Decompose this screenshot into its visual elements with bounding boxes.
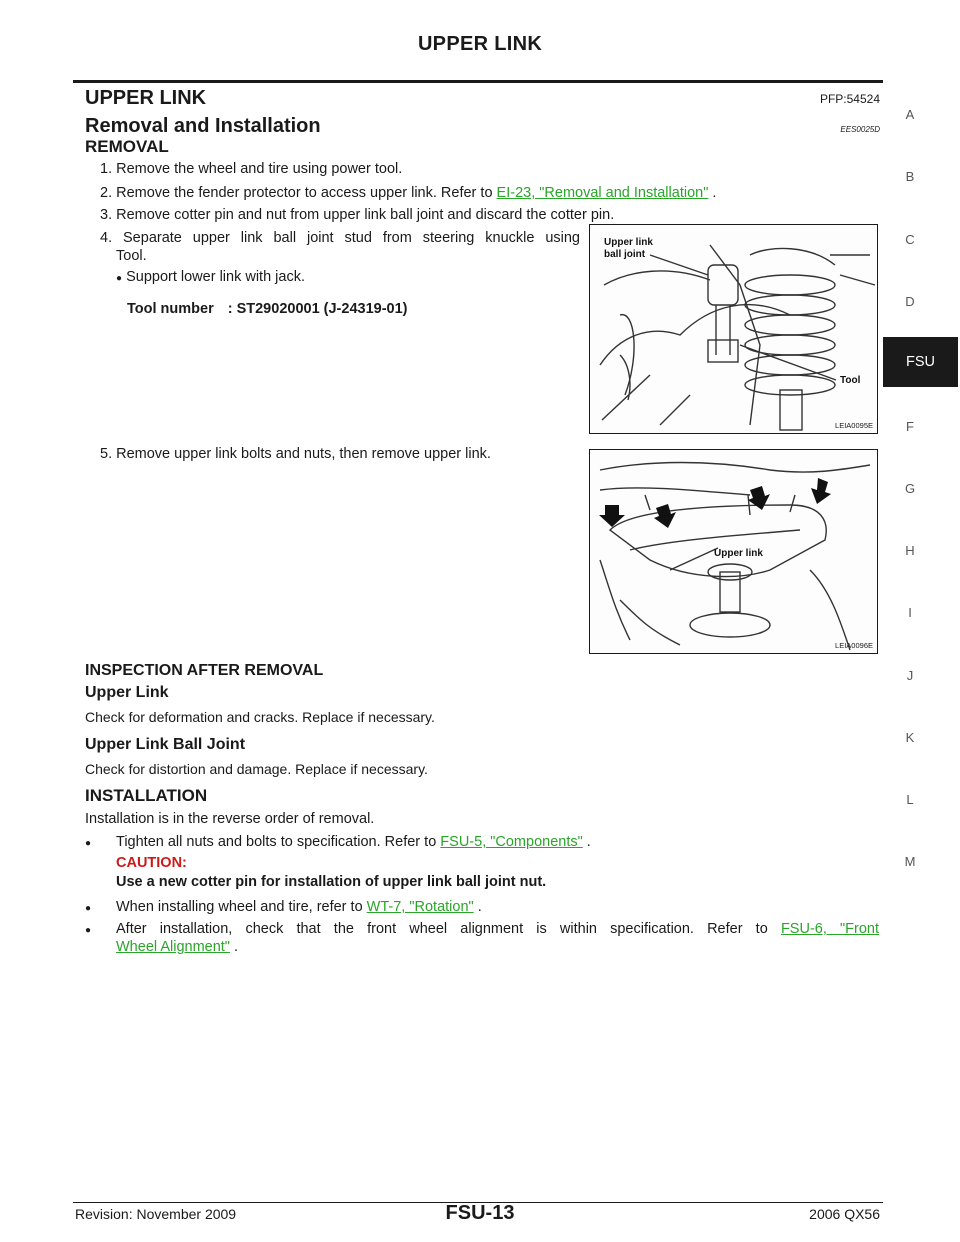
side-index-FSU-active[interactable]: FSU [883, 337, 958, 387]
removal-step-4-bullet: ● Support lower link with jack. [116, 268, 305, 288]
tool-spec-label: Tool number [127, 301, 214, 317]
arrow-icon-4 [811, 478, 831, 504]
side-index-A[interactable]: A [905, 107, 915, 122]
footer-revision: Revision: November 2009 [75, 1206, 237, 1222]
installation-bullet-2: ● [85, 898, 91, 918]
installation-bullet-3-line-2: Wheel Alignment" . [116, 938, 238, 956]
side-index-J[interactable]: J [906, 668, 914, 683]
side-index-I[interactable]: I [908, 605, 912, 620]
ei-23-link[interactable]: EI-23, "Removal and Installation" [496, 185, 709, 201]
side-index-G[interactable]: G [904, 481, 916, 496]
upper-link-heading: Upper Link [85, 684, 169, 701]
footer-rule [73, 1202, 883, 1203]
tool-spec-value: : ST29020001 (J-24319-01) [227, 301, 408, 317]
installation-b1-text: Tighten all nuts and bolts to specificat… [116, 834, 437, 850]
side-index-H[interactable]: H [905, 543, 915, 558]
figure-upper-link-illustration: Upper link [599, 461, 871, 651]
figure-2-code: LEIA0096E [835, 641, 873, 650]
removal-step-2-end: . [712, 185, 717, 201]
bullet-icon: ● [85, 903, 92, 914]
side-index-K[interactable]: K [905, 730, 915, 745]
footer-page-number: FSU-13 [445, 1202, 515, 1224]
removal-step-2: 2. Remove the fender protector to access… [100, 184, 716, 202]
wt-7-link[interactable]: WT-7, "Rotation" [366, 899, 474, 915]
bullet-icon: ● [116, 273, 123, 284]
figure-ball-joint-tool-illustration: Upper link ball joint Tool [599, 237, 876, 431]
figure-ball-joint-tool: Upper link ball joint Tool LEIA0095E [589, 224, 878, 434]
side-index-M[interactable]: M [904, 854, 916, 869]
upper-link-text: Check for deformation and cracks. Replac… [85, 709, 435, 725]
pfp-code: PFP:54524 [819, 92, 880, 106]
fsu-6-link-part-2[interactable]: Wheel Alignment" [116, 939, 230, 955]
ball-joint-heading: Upper Link Ball Joint [85, 736, 246, 753]
figure-1-label-tool: Tool [840, 375, 861, 386]
side-index-L[interactable]: L [906, 792, 914, 807]
installation-bullet-1-text: Tighten all nuts and bolts to specificat… [116, 833, 591, 851]
removal-step-5: 5. Remove upper link bolts and nuts, the… [100, 446, 491, 462]
installation-b2-end: . [477, 899, 482, 915]
figure-2-label-upper-link: Upper link [714, 548, 763, 559]
bullet-icon: ● [85, 838, 92, 849]
removal-heading: REMOVAL [85, 137, 169, 156]
arrow-icon-3 [748, 486, 770, 510]
side-index-F[interactable]: F [906, 419, 914, 434]
arrow-icon-1 [599, 505, 625, 527]
figure-1-code: LEIA0095E [835, 421, 873, 430]
section-code: EES0025D [840, 125, 880, 134]
figure-1-label-ball-joint: ball joint [604, 249, 646, 260]
arrow-icon-2 [654, 504, 676, 528]
footer-model: 2006 QX56 [809, 1206, 880, 1222]
caution-text: Use a new cotter pin for installation of… [116, 874, 547, 890]
figure-upper-link-bolts: Upper link LEIA0096E [589, 449, 878, 654]
figure-1-label-upper-link: Upper link [604, 237, 653, 248]
fsu-6-link-part-1[interactable]: FSU-6, "Front [780, 921, 879, 937]
tool-spec: Tool number : ST29020001 (J-24319-01) [127, 301, 408, 317]
installation-bullet-2-text: When installing wheel and tire, refer to… [116, 898, 482, 916]
removal-step-4-line-2: Tool. [116, 248, 147, 264]
bullet-icon: ● [85, 925, 92, 936]
caution-label: CAUTION: [116, 855, 187, 871]
section-title: Removal and Installation [85, 115, 321, 137]
installation-b2-text: When installing wheel and tire, refer to [116, 899, 363, 915]
removal-step-2-text: 2. Remove the fender protector to access… [100, 185, 493, 201]
fsu-5-link[interactable]: FSU-5, "Components" [440, 834, 583, 850]
removal-step-4-line-1: 4. Separate upper link ball joint stud f… [100, 230, 580, 246]
installation-b1-end: . [586, 834, 591, 850]
installation-bullet-1: ● [85, 833, 91, 853]
installation-intro: Installation is in the reverse order of … [85, 811, 375, 827]
installation-b3-end: . [234, 939, 239, 955]
installation-heading: INSTALLATION [85, 786, 208, 805]
page-title: UPPER LINK [85, 87, 207, 109]
installation-bullet-3-line-1: After installation, check that the front… [116, 920, 879, 938]
side-index-C[interactable]: C [905, 232, 915, 247]
header-rule [73, 80, 883, 83]
installation-bullet-3: ● [85, 920, 91, 940]
removal-step-3: 3. Remove cotter pin and nut from upper … [100, 207, 615, 223]
running-header-title: UPPER LINK [417, 33, 543, 55]
removal-step-1: 1. Remove the wheel and tire using power… [100, 161, 403, 177]
removal-step-4-bullet-text: Support lower link with jack. [126, 269, 305, 285]
inspection-heading: INSPECTION AFTER REMOVAL [85, 662, 324, 679]
side-index-D[interactable]: D [905, 294, 915, 309]
installation-b3-text: After installation, check that the front… [116, 921, 768, 937]
side-index-B[interactable]: B [905, 169, 915, 184]
ball-joint-text: Check for distortion and damage. Replace… [85, 761, 428, 777]
